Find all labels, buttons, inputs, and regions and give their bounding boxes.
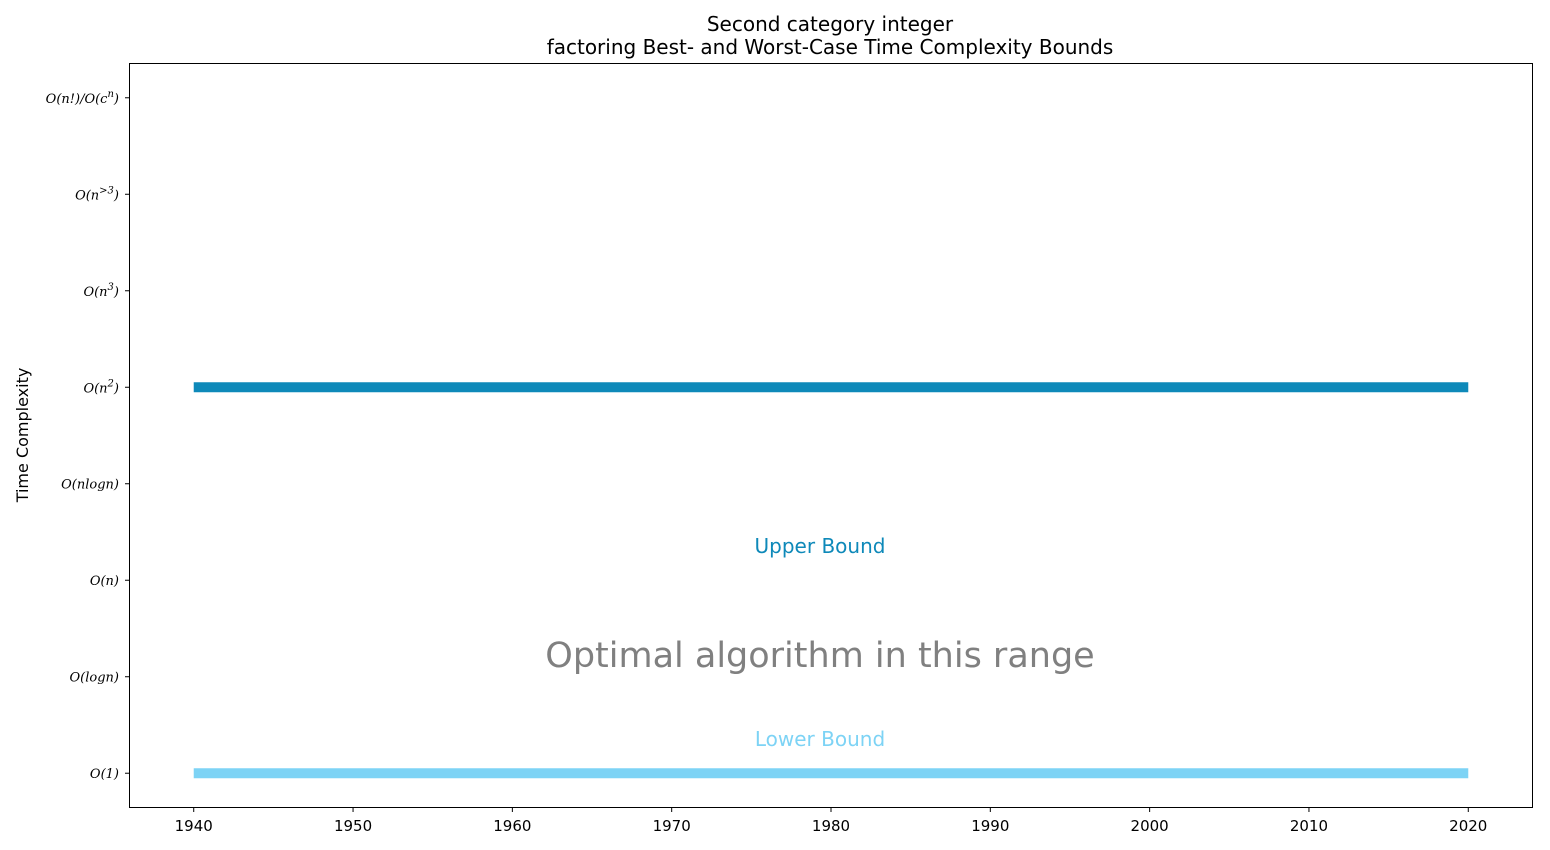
x-tick-label: 1990	[971, 817, 1009, 835]
annotation-lower: Lower Bound	[755, 727, 885, 751]
chart-title-line1: Second category integer	[707, 12, 954, 36]
annotation-upper: Upper Bound	[755, 534, 886, 558]
chart-title-line2: factoring Best- and Worst-Case Time Comp…	[547, 35, 1114, 59]
annotation-optimal: Optimal algorithm in this range	[545, 636, 1094, 676]
x-tick-label: 2020	[1449, 817, 1487, 835]
y-tick-label: O(logn)	[70, 671, 119, 686]
y-tick-label: O(n>3)	[75, 185, 119, 203]
x-tick-label: 1940	[175, 817, 213, 835]
x-tick-label: 2000	[1131, 817, 1169, 835]
plot-frame	[129, 63, 1533, 808]
x-tick-label: 1970	[653, 817, 691, 835]
x-tick-label: 1950	[334, 817, 372, 835]
x-tick-label: 1980	[812, 817, 850, 835]
y-axis-label: Time Complexity	[13, 368, 32, 504]
y-tick-label: O(n3)	[83, 282, 119, 300]
y-tick-label: O(n)	[90, 574, 119, 589]
x-tick-label: 1960	[493, 817, 531, 835]
y-tick-label: O(nlogn)	[61, 478, 119, 493]
y-tick-label: O(n!)/O(cn)	[46, 89, 119, 107]
y-tick-label: O(n2)	[83, 378, 119, 396]
x-tick-label: 2010	[1290, 817, 1328, 835]
y-tick-label: O(1)	[90, 767, 119, 782]
